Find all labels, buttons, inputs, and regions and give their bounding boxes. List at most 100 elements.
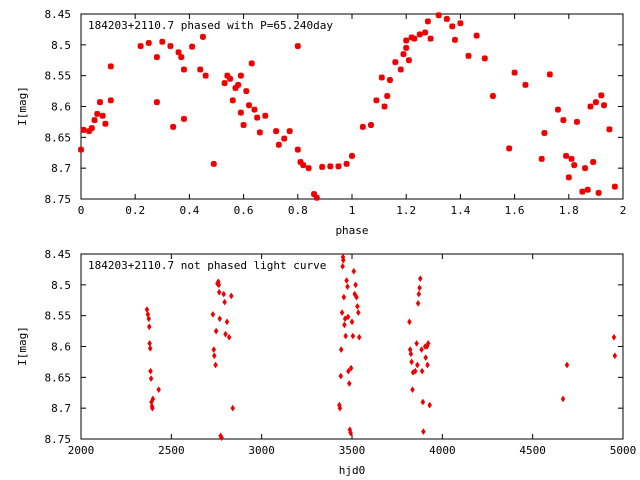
data-point <box>397 66 404 73</box>
data-point <box>457 20 464 27</box>
data-point <box>99 112 106 119</box>
data-point <box>420 398 426 406</box>
data-point <box>77 146 85 153</box>
x-tick-label: 1.8 <box>559 204 579 217</box>
data-point <box>601 102 608 109</box>
x-tick-label: 1.2 <box>396 204 416 217</box>
data-point <box>410 386 415 394</box>
x-tick-label: 4500 <box>519 444 546 457</box>
data-point <box>473 32 480 39</box>
data-point <box>145 39 152 46</box>
phased-light-curve-chart: 0 0.2 0.4 0.6 0.8 1 1.2 1.4 1.6 1.8 2 8.45 8.5 8.55 8.… <box>16 8 626 237</box>
data-point <box>340 262 345 270</box>
data-point <box>337 404 343 412</box>
y-tick-label: 8.45 <box>45 248 72 261</box>
data-point <box>189 43 196 50</box>
data-point <box>522 81 529 88</box>
data-point <box>345 283 350 291</box>
data-point <box>342 321 347 329</box>
data-point <box>353 281 358 289</box>
data-point <box>415 361 420 369</box>
data-point <box>212 352 217 360</box>
data-point <box>587 103 594 110</box>
data-point <box>96 99 103 106</box>
data-point <box>348 429 353 437</box>
unphased-light-curve-chart: 2000 2500 3000 3500 4000 4500 5000 8.45 8.5 8.55 8… <box>16 248 636 477</box>
data-point <box>573 118 580 125</box>
data-point <box>359 123 366 130</box>
x-tick-label: 0.2 <box>125 204 145 217</box>
y-tick-label: 8.65 <box>45 131 72 144</box>
data-point <box>319 163 326 170</box>
data-point <box>421 428 426 436</box>
y-tick-label: 8.55 <box>45 70 72 83</box>
data-point <box>153 54 160 61</box>
x-tick-label: 1.4 <box>450 204 470 217</box>
data-point <box>590 158 597 166</box>
data-point <box>481 55 488 62</box>
data-point <box>511 69 518 76</box>
data-point <box>350 332 356 340</box>
data-point <box>408 350 414 358</box>
data-point <box>424 18 431 25</box>
data-point <box>373 97 380 104</box>
data-point <box>338 346 344 354</box>
data-point <box>94 110 101 117</box>
data-point <box>170 123 177 130</box>
data-point <box>408 34 415 41</box>
data-point <box>338 372 344 380</box>
data-point <box>221 80 228 87</box>
data-point <box>262 112 269 119</box>
data-point <box>91 117 98 124</box>
data-point <box>229 97 236 104</box>
data-point <box>335 163 342 170</box>
data-point <box>150 404 155 412</box>
data-point <box>584 186 591 193</box>
data-point <box>232 84 239 92</box>
data-point <box>348 364 354 372</box>
plot-frame <box>80 253 624 440</box>
data-point <box>417 275 423 283</box>
data-point <box>355 302 360 310</box>
data-point <box>427 35 434 42</box>
data-point <box>414 339 419 347</box>
x-tick-label: 1.6 <box>505 204 525 217</box>
data-point <box>465 52 472 59</box>
data-point <box>419 367 425 375</box>
data-point <box>592 99 599 106</box>
data-point <box>341 293 347 301</box>
data-point <box>419 346 424 354</box>
data-point <box>147 344 153 352</box>
data-point <box>449 23 456 30</box>
data-point <box>425 361 430 369</box>
data-point <box>216 281 222 289</box>
data-point <box>88 125 95 132</box>
y-tick-label: 8.6 <box>51 101 71 114</box>
data-point <box>411 35 418 42</box>
y-tick-label: 8.5 <box>51 279 71 292</box>
data-point <box>224 72 231 79</box>
data-point <box>210 310 216 318</box>
data-point <box>344 277 349 284</box>
x-tick-label: 3000 <box>248 444 275 457</box>
data-point <box>281 135 288 142</box>
data-point <box>349 318 355 326</box>
data-point <box>237 72 244 79</box>
data-point <box>416 31 423 38</box>
data-point <box>416 290 422 298</box>
data-point <box>327 163 334 170</box>
y-axis-title: I[mag] <box>16 326 29 366</box>
data-point <box>240 121 247 129</box>
data-point <box>595 189 602 196</box>
data-point <box>153 99 160 106</box>
x-tick-label: 2 <box>620 204 627 217</box>
data-point <box>403 44 410 51</box>
data-point <box>367 121 374 129</box>
data-point <box>273 128 280 135</box>
data-point <box>246 102 253 109</box>
data-point <box>243 88 250 95</box>
data-point <box>226 333 232 341</box>
data-point <box>229 292 234 300</box>
data-point <box>571 162 578 169</box>
data-point <box>178 54 185 61</box>
